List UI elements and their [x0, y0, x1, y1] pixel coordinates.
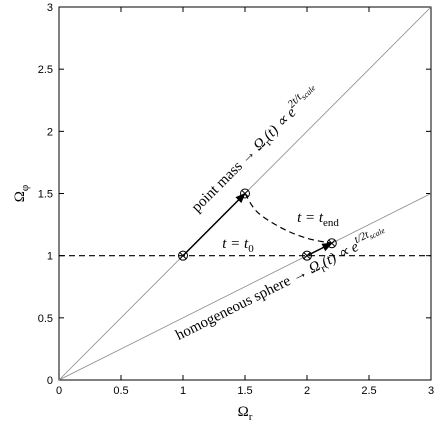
marker-cross	[328, 239, 336, 247]
y-axis-label: Ωφ	[12, 185, 31, 203]
y-tick-label: 3	[47, 2, 53, 14]
text-segment: r	[319, 263, 328, 276]
y-tick-label: 2.5	[38, 64, 53, 76]
text-segment: (t) ∝ e	[261, 105, 300, 144]
text-segment: t = t	[222, 236, 249, 252]
annotation: homogeneous sphere → Ωr(t) ∝ et/2tscale	[171, 221, 390, 346]
x-tick-label: 0	[56, 385, 62, 397]
marker-cross	[179, 252, 187, 260]
annotation: point mass → Ωr(t) ∝ e2t/tscale	[186, 80, 324, 218]
text-segment: r	[249, 411, 253, 423]
text-segment: scale	[299, 83, 317, 101]
arrow	[182, 192, 246, 257]
y-tick-label: 1	[47, 251, 53, 263]
x-tick-label: 0.5	[113, 385, 128, 397]
marker-circle	[178, 250, 188, 261]
text-segment: homogeneous sphere →	[173, 263, 313, 344]
text-segment: Ω	[238, 404, 249, 420]
line	[58, 193, 432, 381]
x-tick-label: 3	[428, 385, 434, 397]
marker-cross	[241, 189, 249, 198]
x-tick-label: 2.5	[361, 385, 376, 397]
marker	[302, 250, 312, 261]
text-segment: end	[323, 217, 339, 229]
y-tick-label: 2	[47, 126, 53, 138]
text-segment: r	[263, 137, 274, 148]
marker-circle	[302, 250, 312, 261]
marker-circle	[326, 238, 337, 249]
line	[244, 193, 332, 244]
marker	[326, 238, 337, 249]
marker-circle	[240, 188, 250, 199]
x-tick-label: 1.5	[237, 385, 252, 397]
annotation: t = t0	[222, 236, 254, 255]
y-tick-label: 0.5	[38, 313, 53, 325]
text-segment: 0	[248, 243, 254, 255]
x-tick-label: 1	[180, 385, 186, 397]
annotation: t = tend	[297, 210, 339, 229]
text-segment: Ω	[12, 191, 28, 202]
x-tick-label: 2	[304, 385, 310, 397]
text-segment: scale	[368, 226, 387, 242]
text-segment: φ	[19, 185, 31, 191]
x-axis-label: Ωr	[238, 404, 253, 423]
marker	[240, 188, 250, 199]
y-tick-label: 1.5	[38, 189, 53, 201]
text-segment: (t) ∝ e	[319, 239, 361, 271]
marker-cross	[303, 252, 311, 260]
y-tick-label: 0	[47, 375, 53, 387]
marker	[178, 250, 188, 261]
text-segment: t = t	[297, 210, 324, 226]
